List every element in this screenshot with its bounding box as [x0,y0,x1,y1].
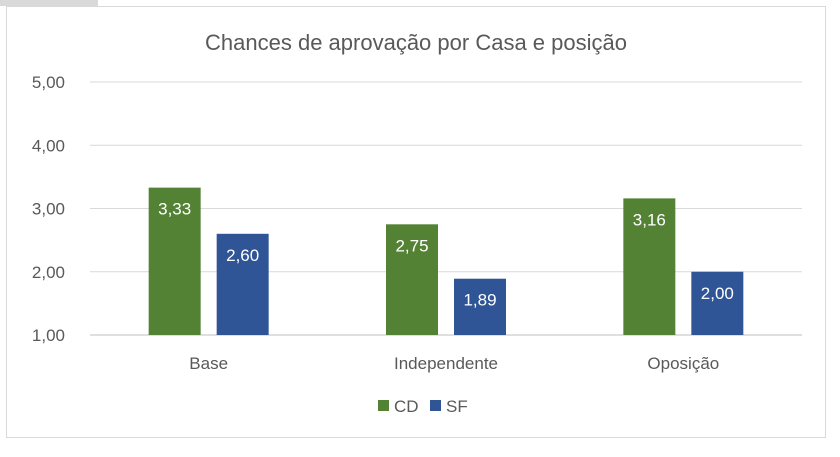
bar-cd-1 [386,224,438,335]
chart-title: Chances de aprovação por Casa e posição [205,30,627,55]
chart-frame [6,6,826,438]
legend-swatch-sf [430,400,441,411]
x-category-label: Oposição [647,354,719,373]
data-label: 3,33 [158,200,191,219]
y-tick-label: 2,00 [32,263,65,282]
bar-cd-2 [623,198,676,335]
data-label: 3,16 [633,210,666,229]
gridlines [90,81,802,336]
chart-legend: CD SF [378,397,468,416]
y-axis-ticks: 1,00 2,00 3,00 4,00 5,00 [32,73,65,345]
data-label: 1,89 [463,291,496,310]
bar-sf-2 [691,271,744,335]
chart-tab-marker [0,0,98,6]
data-label: 2,00 [701,284,734,303]
bar-cd-0 [148,187,201,335]
x-category-label: Independente [394,354,498,373]
bar-series: 3,33 2,60 2,75 1,89 3,16 2,00 [148,187,744,335]
data-label: 2,75 [395,236,428,255]
legend-swatch-cd [378,400,389,411]
data-label: 2,60 [226,246,259,265]
x-category-label: Base [189,354,228,373]
bar-sf-0 [216,233,269,335]
legend-label-sf: SF [446,397,468,416]
y-tick-label: 4,00 [32,136,65,155]
y-tick-label: 3,00 [32,200,65,219]
legend-label-cd: CD [394,397,419,416]
bar-sf-1 [454,278,506,335]
y-tick-label: 5,00 [32,73,65,92]
x-axis-categories: Base Independente Oposição [189,354,719,373]
y-tick-label: 1,00 [32,326,65,345]
